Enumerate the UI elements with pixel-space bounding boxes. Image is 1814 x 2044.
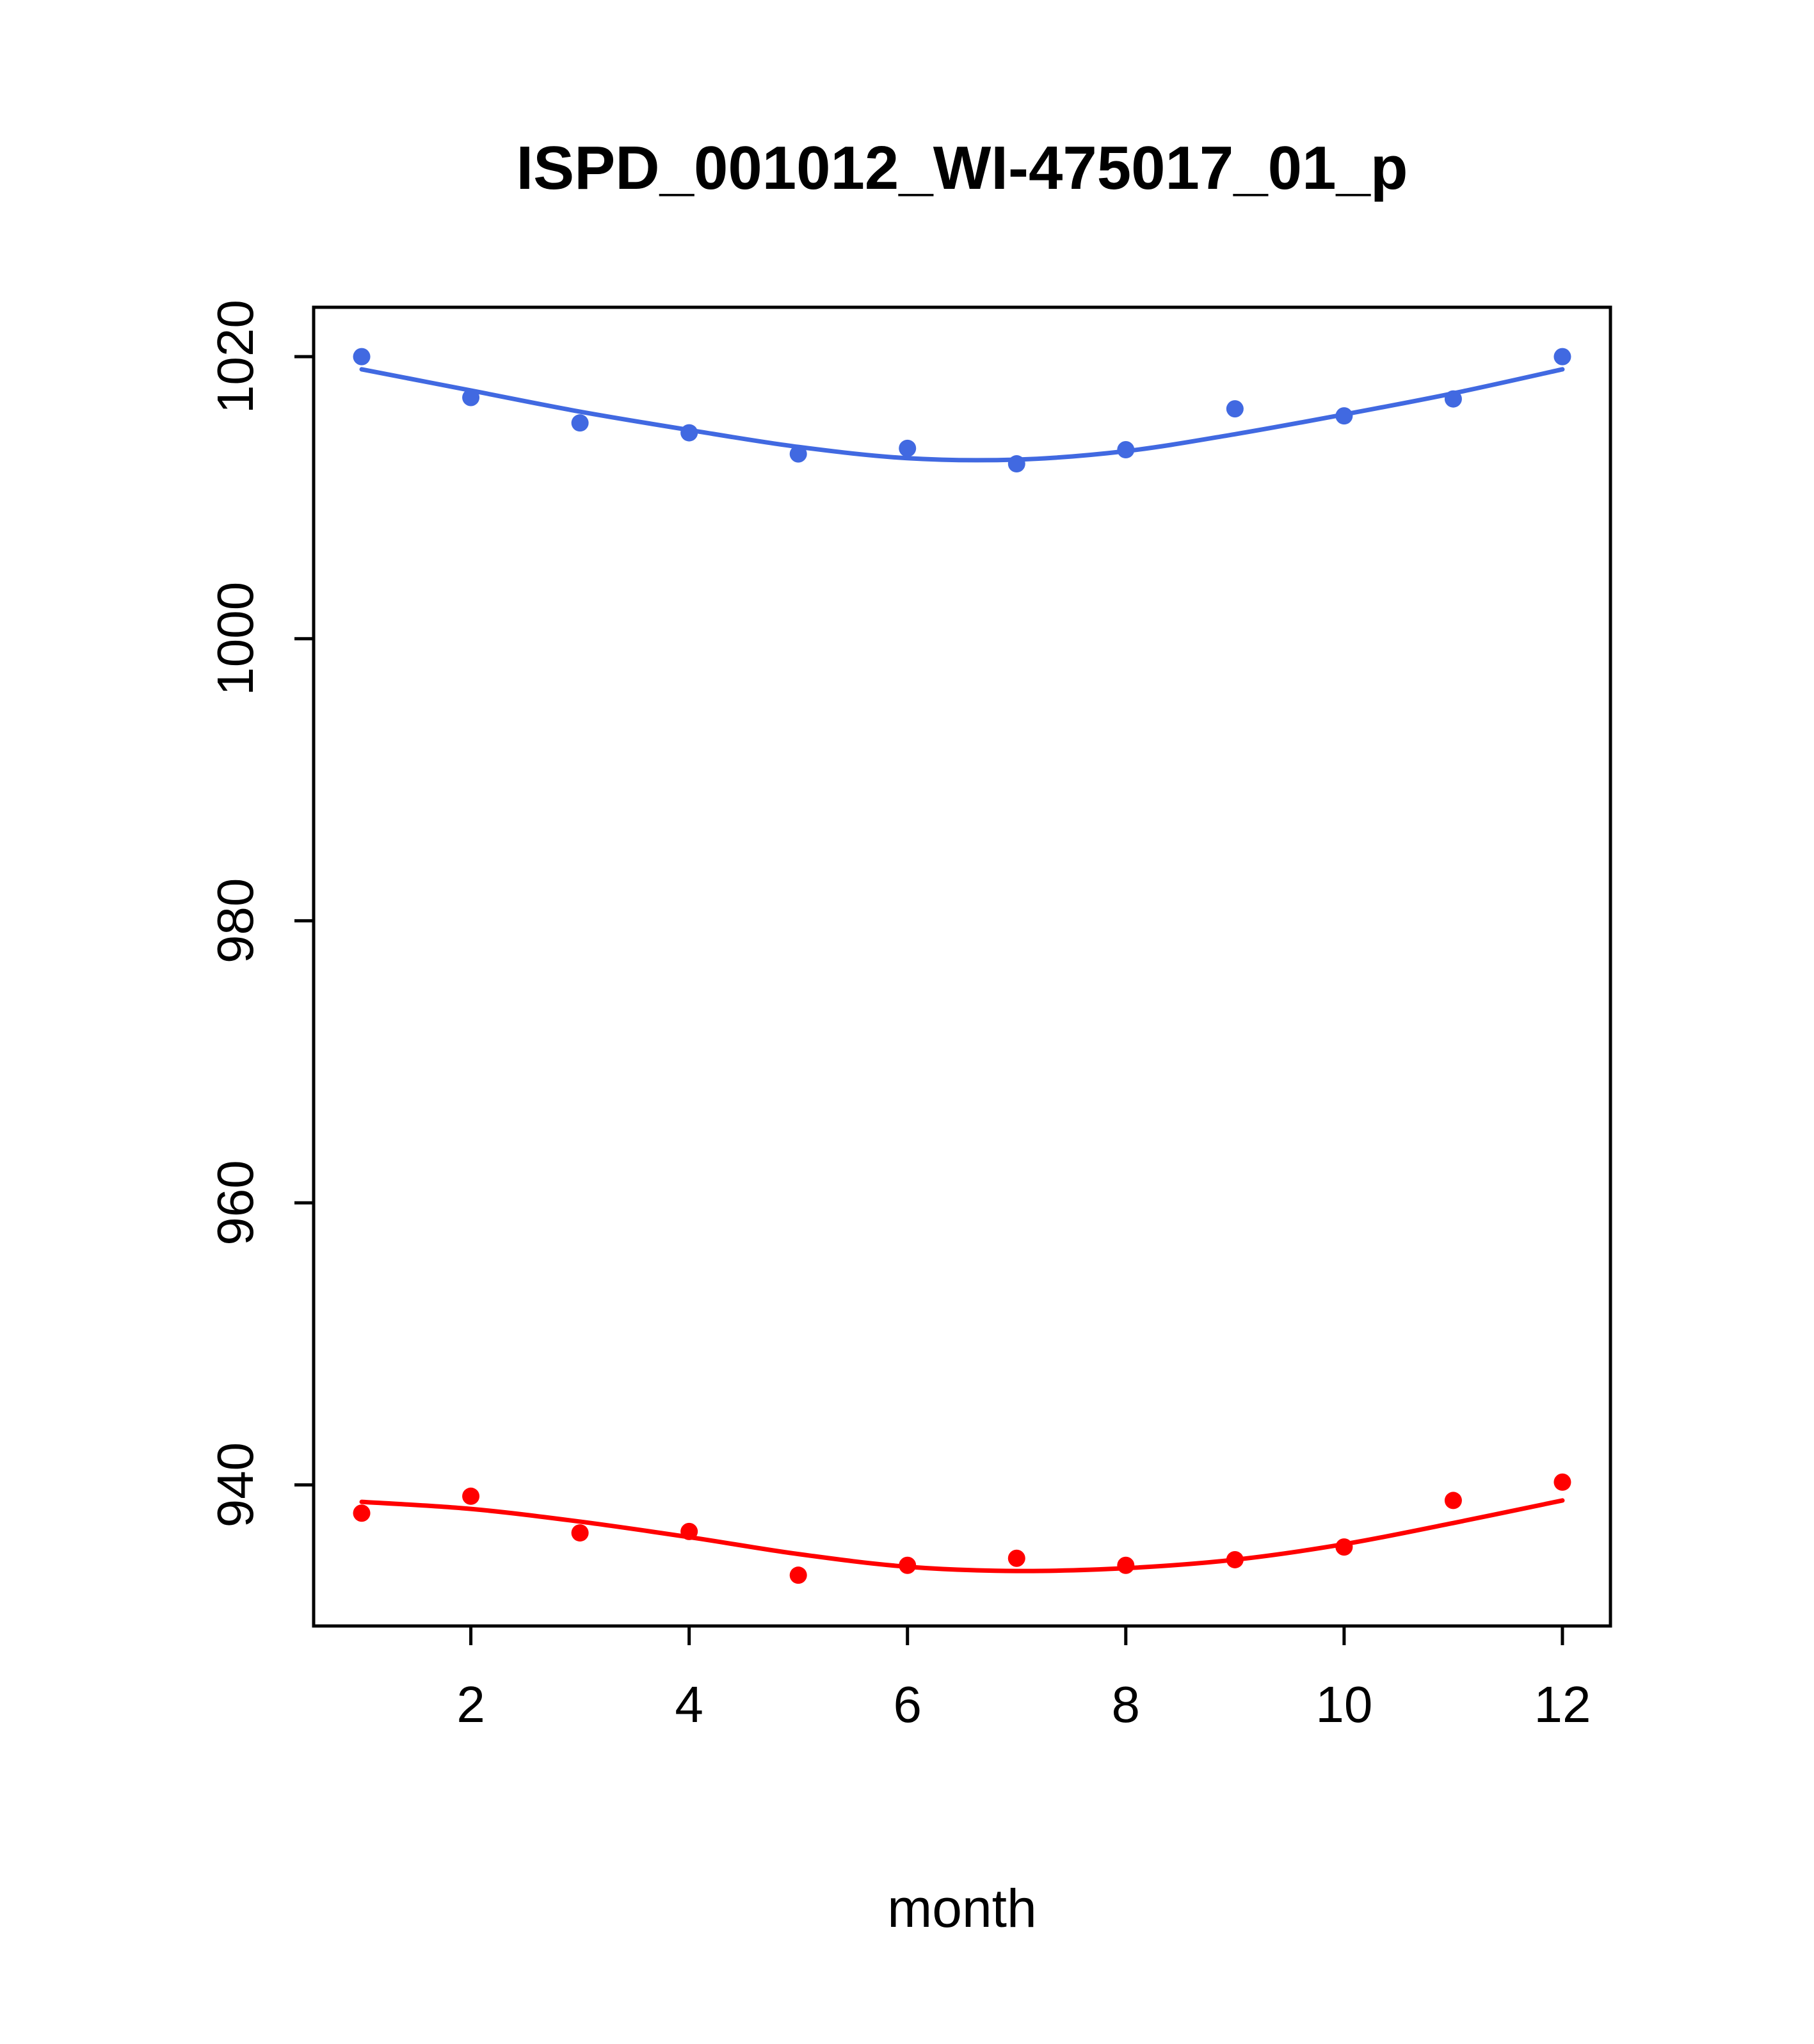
upper-series-point <box>1335 407 1353 425</box>
lower-series-point <box>1007 1549 1025 1567</box>
lower-series-point <box>462 1487 480 1505</box>
lower-series-point <box>680 1522 698 1540</box>
x-axis-label: month <box>887 1878 1036 1938</box>
upper-series-point <box>680 424 698 442</box>
y-tick-label: 1020 <box>207 300 264 414</box>
y-tick-label: 960 <box>207 1160 264 1245</box>
upper-series-point <box>462 389 480 406</box>
lower-series-point <box>1444 1492 1462 1509</box>
plot-box <box>312 305 1612 1628</box>
plot-area: 2 4 6 8 10 12 940 960 980 1000 1020 <box>207 300 1612 1733</box>
lower-series-point <box>353 1504 371 1522</box>
lower-series-point <box>789 1566 807 1584</box>
lower-series-point <box>1226 1550 1244 1568</box>
upper-series-smooth-curve <box>359 367 1565 463</box>
y-tick-label: 980 <box>207 878 264 963</box>
x-tick-label: 8 <box>1112 1676 1141 1733</box>
lower-series-point <box>1335 1538 1353 1556</box>
x-tick-label: 12 <box>1534 1676 1591 1733</box>
x-tick-label: 10 <box>1315 1676 1372 1733</box>
upper-series-point <box>1007 455 1025 473</box>
upper-series-point <box>789 445 807 463</box>
lower-series-point <box>1117 1556 1135 1574</box>
chart-title: ISPD_001012_WI-475017_01_p <box>517 134 1408 202</box>
upper-series-point <box>1226 400 1244 418</box>
upper-series-point <box>1117 441 1135 459</box>
lower-series-smooth-curve <box>359 1498 1565 1573</box>
x-tick-label: 4 <box>675 1676 703 1733</box>
lower-series-point <box>899 1556 917 1574</box>
x-tick-label: 6 <box>893 1676 922 1733</box>
upper-series-point <box>899 439 917 457</box>
upper-series-point <box>1553 348 1571 366</box>
lower-series-point <box>571 1524 589 1542</box>
upper-series-point <box>353 348 371 366</box>
y-tick-label: 940 <box>207 1442 264 1527</box>
upper-series-point <box>1444 390 1462 408</box>
upper-series-point <box>571 414 589 432</box>
y-tick-label: 1000 <box>207 582 264 696</box>
x-tick-label: 2 <box>456 1676 485 1733</box>
lower-series-point <box>1553 1473 1571 1491</box>
